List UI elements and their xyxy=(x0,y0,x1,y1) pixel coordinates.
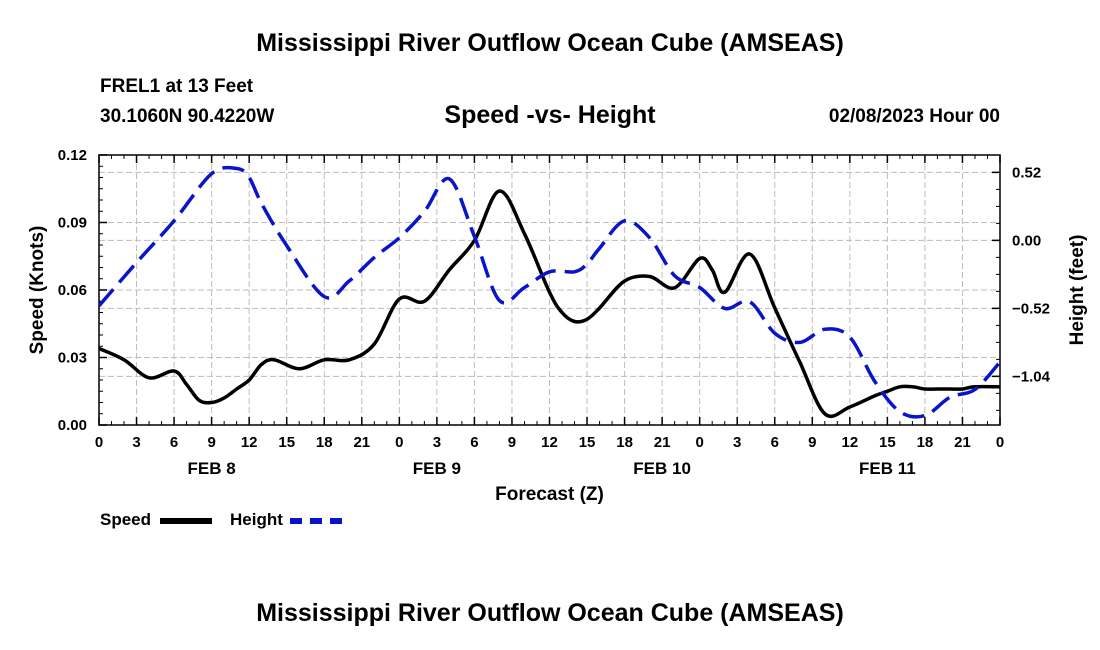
y2-tick-label: −0.52 xyxy=(1012,300,1050,317)
speed-series-line xyxy=(99,189,1000,419)
x-tick-label: 21 xyxy=(353,434,370,451)
x-tick-label: 12 xyxy=(541,434,558,451)
chart-title-top: Mississippi River Outflow Ocean Cube (AM… xyxy=(256,29,844,57)
x-tick-label: 9 xyxy=(808,434,816,451)
x-day-label: FEB 10 xyxy=(633,459,691,478)
x-axis-label: Forecast (Z) xyxy=(495,484,604,505)
x-tick-label: 18 xyxy=(917,434,934,451)
x-tick-label: 0 xyxy=(95,434,103,451)
legend-height-swatch xyxy=(290,518,342,524)
y2-axis-label: Height (feet) xyxy=(1067,235,1088,346)
x-tick-label: 3 xyxy=(733,434,741,451)
x-day-label: FEB 11 xyxy=(859,459,916,478)
legend-speed-swatch xyxy=(160,518,212,524)
y2-tick-label: 0.52 xyxy=(1012,164,1041,181)
y-tick-label: 0.09 xyxy=(58,215,87,232)
height-series-line xyxy=(99,165,1000,419)
x-tick-label: 21 xyxy=(954,434,971,451)
y2-tick-label: 0.00 xyxy=(1012,232,1041,249)
x-tick-label: 6 xyxy=(470,434,478,451)
legend-height-label: Height xyxy=(230,510,283,529)
y-tick-label: 0.06 xyxy=(58,282,87,299)
x-tick-label: 15 xyxy=(879,434,896,451)
x-day-label: FEB 9 xyxy=(413,459,461,478)
x-tick-label: 3 xyxy=(132,434,140,451)
x-tick-label: 0 xyxy=(395,434,403,451)
x-tick-label: 9 xyxy=(207,434,215,451)
y-tick-label: 0.00 xyxy=(58,417,87,434)
x-tick-label: 15 xyxy=(278,434,295,451)
x-tick-label: 18 xyxy=(616,434,633,451)
y-tick-label: 0.03 xyxy=(58,350,87,367)
x-tick-label: 12 xyxy=(241,434,258,451)
station-label: FREL1 at 13 Feet xyxy=(100,76,254,97)
x-tick-label: 6 xyxy=(771,434,779,451)
y-tick-label: 0.12 xyxy=(58,147,87,164)
y-axis-label: Speed (Knots) xyxy=(27,226,48,355)
date-label: 02/08/2023 Hour 00 xyxy=(828,106,1000,127)
x-tick-label: 15 xyxy=(579,434,596,451)
x-tick-label: 18 xyxy=(316,434,333,451)
x-tick-label: 0 xyxy=(996,434,1004,451)
x-tick-label: 9 xyxy=(508,434,516,451)
x-day-label: FEB 8 xyxy=(188,459,236,478)
chart-title-bottom: Mississippi River Outflow Ocean Cube (AM… xyxy=(256,599,844,627)
x-tick-label: 12 xyxy=(841,434,858,451)
chart-subtitle: Speed -vs- Height xyxy=(444,101,656,129)
x-tick-label: 6 xyxy=(170,434,178,451)
x-tick-label: 21 xyxy=(654,434,671,451)
x-tick-label: 3 xyxy=(433,434,441,451)
y2-tick-label: −1.04 xyxy=(1012,368,1051,385)
x-tick-label: 0 xyxy=(695,434,703,451)
legend-speed-label: Speed xyxy=(100,510,152,529)
coordinates-label: 30.1060N 90.4220W xyxy=(100,106,275,127)
